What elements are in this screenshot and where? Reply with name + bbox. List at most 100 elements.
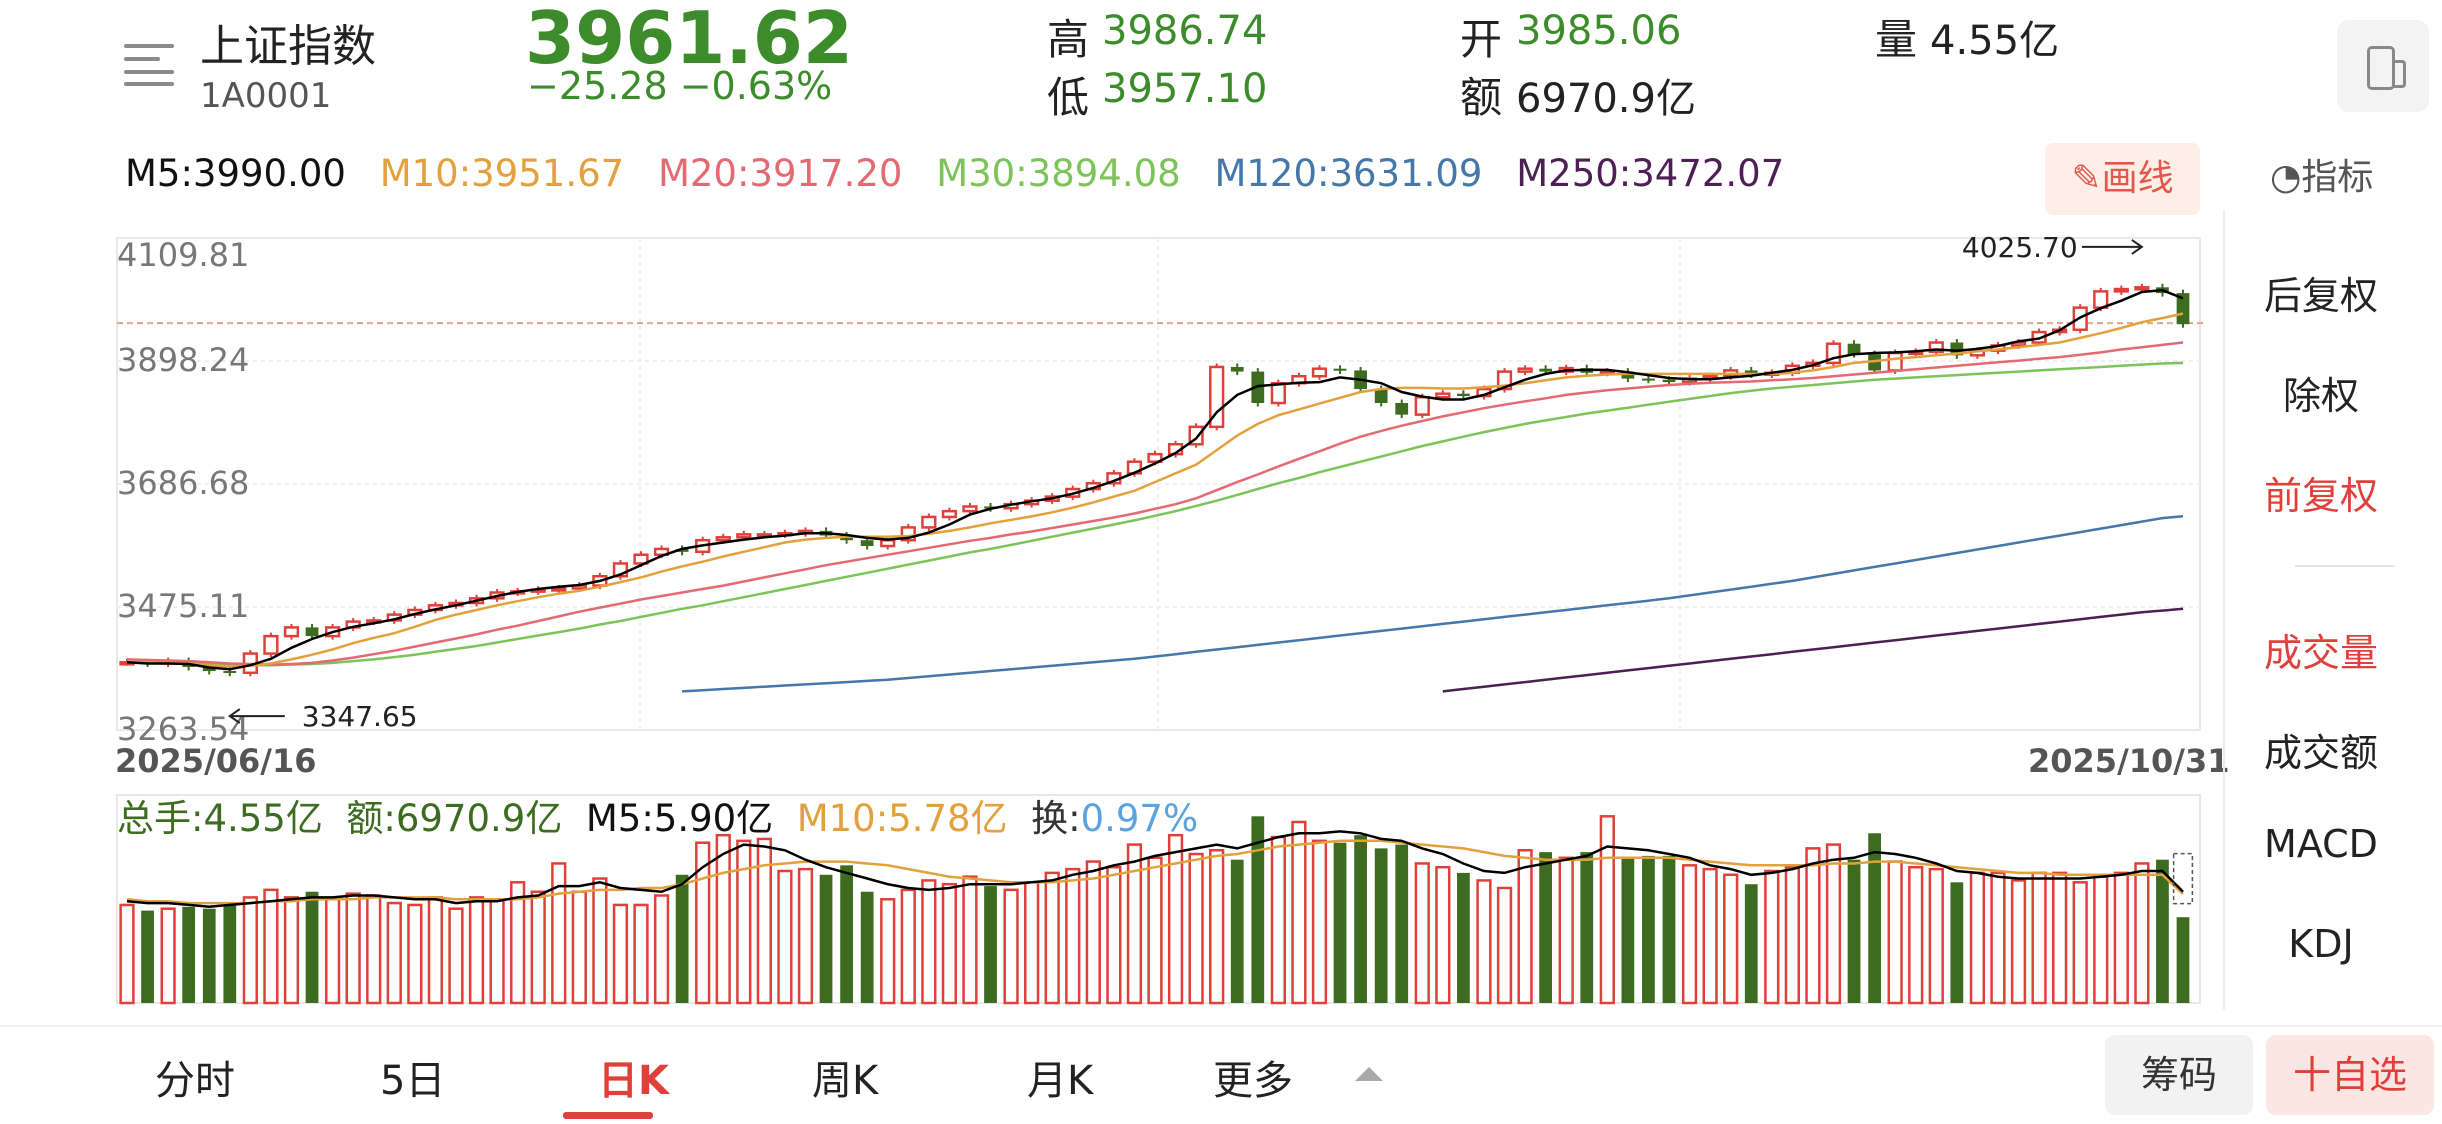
candle-body-down: [305, 627, 319, 637]
volume-bar-up: [160, 907, 176, 1005]
volume-bar-up: [2052, 871, 2068, 1005]
volume-bar-up: [2093, 875, 2109, 1005]
volume-bar-up: [2113, 871, 2129, 1005]
ma30-value: M30:3894.08: [936, 152, 1181, 195]
volume-ma10-line: [126, 839, 2184, 905]
ma5-value: M5:3990.00: [125, 152, 346, 195]
price-change: −25.28 −0.63%: [527, 64, 833, 108]
volume-bar-up: [1496, 886, 1513, 1005]
max-price-label: 4025.70: [1962, 231, 2078, 264]
side-item-post-adjusted[interactable]: 后复权: [2263, 274, 2378, 318]
total-volume: 总手:4.55亿: [117, 797, 323, 840]
add-favorite-button[interactable]: 十自选: [2266, 1035, 2434, 1115]
candle-body-up: [1311, 367, 1328, 378]
volume-bar-down: [1354, 835, 1367, 1003]
volume-bar-down: [1374, 848, 1388, 1003]
pencil-icon: ✎: [2071, 158, 2102, 199]
indicator-button[interactable]: ◔指标: [2270, 148, 2373, 200]
volume-label: 量: [1875, 15, 1918, 64]
side-item-volume[interactable]: 成交量: [2263, 631, 2378, 675]
volume-bar-up: [695, 841, 711, 1005]
volume-bar-down: [1744, 884, 1758, 1003]
volume-bar-up: [1784, 865, 1800, 1005]
tab-weekly-k[interactable]: 周K: [812, 1058, 879, 1104]
vol-ma5: M5:5.90亿: [585, 797, 774, 840]
tab-intraday[interactable]: 分时: [155, 1058, 235, 1104]
candle-body-down: [675, 548, 689, 552]
volume-bar-down: [1621, 857, 1635, 1003]
latest-volume-marker: [2172, 852, 2194, 905]
volume-bar-up: [386, 901, 402, 1005]
volume-bar-up: [1435, 865, 1451, 1005]
volume-bar-up: [489, 898, 505, 1005]
candle-body-up: [283, 626, 300, 638]
ma10-line: [126, 312, 2184, 668]
tab-more[interactable]: 更多: [1213, 1058, 1293, 1104]
ma5-line: [126, 288, 2184, 671]
candle-body-up: [263, 634, 279, 655]
x-end-date: 2025/10/31: [2028, 742, 2230, 780]
side-item-macd[interactable]: MACD: [2264, 822, 2378, 866]
menu-list-icon[interactable]: [124, 44, 174, 88]
tab-5day[interactable]: 5日: [380, 1058, 446, 1104]
volume-bar-down: [1662, 855, 1676, 1003]
volume-bar-up: [1085, 860, 1101, 1005]
candle-body-up: [2093, 290, 2109, 309]
candle-body-up: [1435, 392, 1451, 399]
volume-bar-up: [468, 896, 485, 1005]
candle-body-up: [2113, 287, 2129, 293]
candle-body-up: [880, 538, 896, 548]
candle-body-up: [1414, 395, 1430, 416]
volume-bar-down: [1642, 855, 1655, 1003]
y-tick-label: 3898.24: [117, 341, 249, 379]
low-label: 低: [1047, 73, 1090, 122]
candle-body-up: [1928, 341, 1944, 354]
candle-body-down: [1333, 368, 1347, 371]
bottom-bar: [0, 1025, 2442, 1124]
amount-value: 6970.9亿: [1516, 76, 1696, 122]
volume-bar-down: [223, 903, 237, 1003]
volume-bar-up: [921, 879, 937, 1005]
y-tick-label: 3475.11: [117, 587, 249, 625]
ma250-line: [1442, 607, 2184, 693]
last-price: 3961.62: [525, 0, 853, 80]
side-item-pre-adjusted[interactable]: 前复权: [2263, 474, 2378, 518]
candle-body-down: [223, 671, 237, 674]
volume-bar-up: [345, 892, 361, 1005]
screen-rotate-icon[interactable]: [2337, 20, 2429, 112]
ma120-line: [682, 515, 2184, 693]
chips-button[interactable]: 筹码: [2105, 1035, 2253, 1115]
volume-bar-down: [202, 908, 216, 1003]
volume-bar-down: [675, 874, 689, 1003]
candle-body-down: [1395, 402, 1409, 415]
chevron-up-icon[interactable]: [1355, 1067, 1383, 1081]
tab-daily-k[interactable]: 日K: [598, 1058, 669, 1104]
volume-bar-up: [1969, 871, 1986, 1005]
volume-legend: 总手:4.55亿 额:6970.9亿 M5:5.90亿 M10:5.78亿 换:…: [117, 788, 1198, 842]
tab-monthly-k[interactable]: 月K: [1027, 1058, 1094, 1104]
volume-bar-up: [941, 882, 958, 1005]
volume-bar-up: [1681, 864, 1698, 1005]
side-item-ex-rights[interactable]: 除权: [2282, 374, 2359, 418]
high-value: 3986.74: [1102, 8, 1268, 54]
candle-body-up: [1209, 365, 1225, 429]
candle-body-down: [1230, 366, 1244, 372]
volume-bar-down: [1395, 844, 1409, 1003]
volume-bar-up: [1209, 849, 1225, 1005]
volume-bar-up: [715, 833, 731, 1005]
volume-bar-up: [263, 888, 279, 1005]
ma30-line: [127, 361, 2184, 667]
candle-body-up: [2134, 286, 2150, 291]
max-arrow-head-icon: [2131, 239, 2144, 255]
candle-body-down: [1539, 368, 1553, 372]
candle-body-up: [736, 533, 752, 539]
side-item-kdj[interactable]: KDJ: [2288, 922, 2354, 966]
volume-bar-up: [2134, 862, 2150, 1005]
draw-line-button[interactable]: ✎画线: [2045, 143, 2200, 215]
total-amount: 额:6970.9亿: [346, 797, 563, 840]
volume-bar-up: [880, 898, 896, 1005]
candle-body-up: [941, 509, 958, 519]
side-item-amount[interactable]: 成交额: [2263, 731, 2378, 775]
candle-body-down: [1374, 389, 1388, 403]
